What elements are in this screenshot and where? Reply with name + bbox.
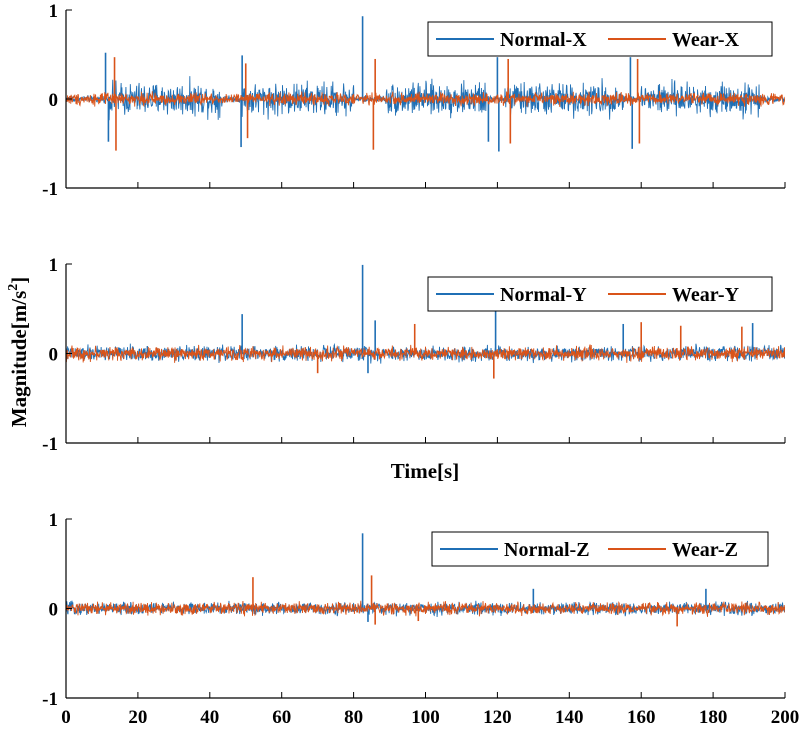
legend-label: Wear-Z — [672, 539, 738, 561]
x-tick-label: 200 — [771, 707, 800, 728]
x-tick-label: 180 — [699, 707, 728, 728]
x-tick-label: 40 — [200, 707, 219, 728]
legend-x: Normal-X Wear-X — [427, 21, 773, 57]
legend-y: Normal-Y Wear-Y — [427, 276, 773, 312]
legend-label: Wear-Y — [672, 284, 740, 306]
series-wear-z — [66, 600, 785, 617]
x-tick-label: 80 — [344, 707, 363, 728]
y-tick-label: 1 — [49, 255, 59, 276]
y-tick-label: -1 — [42, 434, 58, 455]
y-tick-label: -1 — [42, 689, 58, 710]
y-tick-label: 1 — [49, 510, 59, 531]
x-tick-label: 100 — [411, 707, 440, 728]
y-tick-label: 0 — [49, 90, 59, 111]
legend-label: Normal-Y — [500, 284, 587, 306]
y-tick-label: 0 — [49, 345, 59, 366]
x-tick-label: 60 — [272, 707, 291, 728]
x-axis-label: Time[s] — [391, 459, 459, 483]
x-tick-label: 160 — [627, 707, 656, 728]
legend-label: Normal-X — [500, 29, 587, 51]
panel-y: -1 0 1 Normal-Y Wear-Y — [42, 255, 786, 455]
x-tick-label: 140 — [555, 707, 584, 728]
x-tick-label: 0 — [61, 707, 71, 728]
legend-z: Normal-Z Wear-Z — [431, 531, 769, 567]
y-axis-label: Magnitude[m/s2] — [6, 277, 31, 428]
series-normal-y — [66, 342, 785, 364]
x-tick-label: 120 — [483, 707, 512, 728]
legend-label: Wear-X — [672, 29, 740, 51]
x-tick-label: 20 — [128, 707, 147, 728]
series-normal-x — [66, 76, 785, 121]
legend-label: Normal-Z — [504, 539, 590, 561]
panel-x: -1 0 1 Normal-X Wear-X — [42, 1, 786, 200]
series-wear-x — [66, 91, 785, 108]
y-tick-label: -1 — [42, 179, 58, 200]
y-tick-label: 1 — [49, 1, 59, 22]
y-tick-label: 0 — [49, 600, 59, 621]
series-wear-y — [66, 344, 785, 363]
